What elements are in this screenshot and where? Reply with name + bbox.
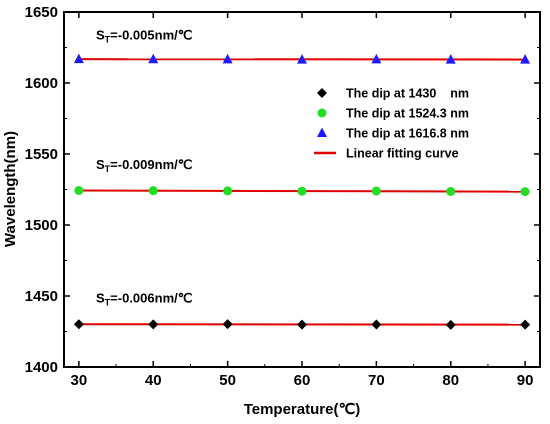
legend-marker-triangle: [317, 127, 327, 137]
data-point-diamond: [73, 319, 84, 330]
x-tick-label: 50: [219, 372, 236, 389]
slope-annotation-sub: T: [105, 297, 111, 307]
slope-annotation: ST=-0.006nm/℃: [96, 290, 192, 307]
slope-annotation-rest: =-0.009nm/℃: [110, 157, 192, 172]
data-point-diamond: [445, 319, 456, 330]
slope-annotation-sub: T: [105, 164, 111, 174]
legend-label: The dip at 1524.3 nm: [346, 107, 469, 121]
slope-annotation: ST=-0.005nm/℃: [96, 28, 192, 45]
y-tick-label: 1400: [25, 359, 58, 376]
data-point-circle: [148, 186, 158, 196]
slope-annotation-rest: =-0.006nm/℃: [110, 290, 192, 305]
data-point-circle: [223, 186, 233, 196]
x-tick-label: 40: [145, 372, 162, 389]
data-point-triangle: [371, 53, 382, 64]
legend-marker-circle: [317, 108, 327, 118]
legend-marker-diamond: [317, 88, 327, 98]
slope-annotation-base: S: [96, 290, 105, 305]
data-point-diamond: [520, 319, 531, 330]
legend: The dip at 1430 nm The dip at 1524.3 nm Th…: [314, 87, 469, 161]
data-point-triangle: [222, 53, 233, 64]
x-tick-label: 60: [294, 372, 311, 389]
x-tick-label: 30: [71, 372, 88, 389]
x-tick-label: 90: [517, 372, 534, 389]
data-point-triangle: [445, 54, 456, 64]
slope-annotation-base: S: [96, 157, 105, 172]
data-point-triangle: [73, 53, 84, 64]
slope-annotation: ST=-0.009nm/℃: [96, 157, 192, 174]
slope-annotation-rest: =-0.005nm/℃: [110, 28, 192, 43]
data-point-diamond: [297, 319, 307, 330]
legend-label: Linear fitting curve: [346, 147, 459, 161]
data-point-circle: [446, 186, 456, 196]
data-point-triangle: [297, 54, 307, 64]
y-tick-label: 1600: [25, 75, 58, 92]
data-point-circle: [371, 186, 381, 196]
legend-label: The dip at 1616.8 nm: [346, 127, 469, 141]
data-points: [73, 53, 531, 330]
data-point-circle: [74, 185, 84, 195]
data-point-circle: [297, 186, 307, 196]
y-tick-label: 1450: [25, 288, 58, 305]
x-tick-label: 70: [368, 372, 385, 389]
data-point-triangle: [520, 54, 531, 64]
slope-annotation-base: S: [96, 28, 105, 43]
y-tick-label: 1500: [25, 217, 58, 234]
data-point-diamond: [222, 319, 233, 330]
y-tick-label: 1550: [25, 146, 58, 163]
data-point-circle: [520, 187, 530, 197]
ticks: 30 40 50 60 70 80 90 1400 1450 1500 1550 1600 1650: [25, 4, 540, 389]
legend-label: The dip at 1430 nm: [346, 87, 469, 101]
data-point-diamond: [148, 319, 159, 330]
slope-annotation-sub: T: [105, 35, 111, 45]
data-point-triangle: [148, 53, 159, 64]
y-axis-title: Wavelength(nm): [2, 131, 19, 247]
slope-annotations: ST=-0.005nm/℃ST=-0.009nm/℃ST=-0.006nm/℃: [96, 28, 192, 308]
x-axis-title: Temperature(℃): [244, 401, 361, 418]
data-point-diamond: [371, 319, 382, 330]
y-tick-label: 1650: [25, 4, 58, 21]
x-tick-label: 80: [442, 372, 459, 389]
